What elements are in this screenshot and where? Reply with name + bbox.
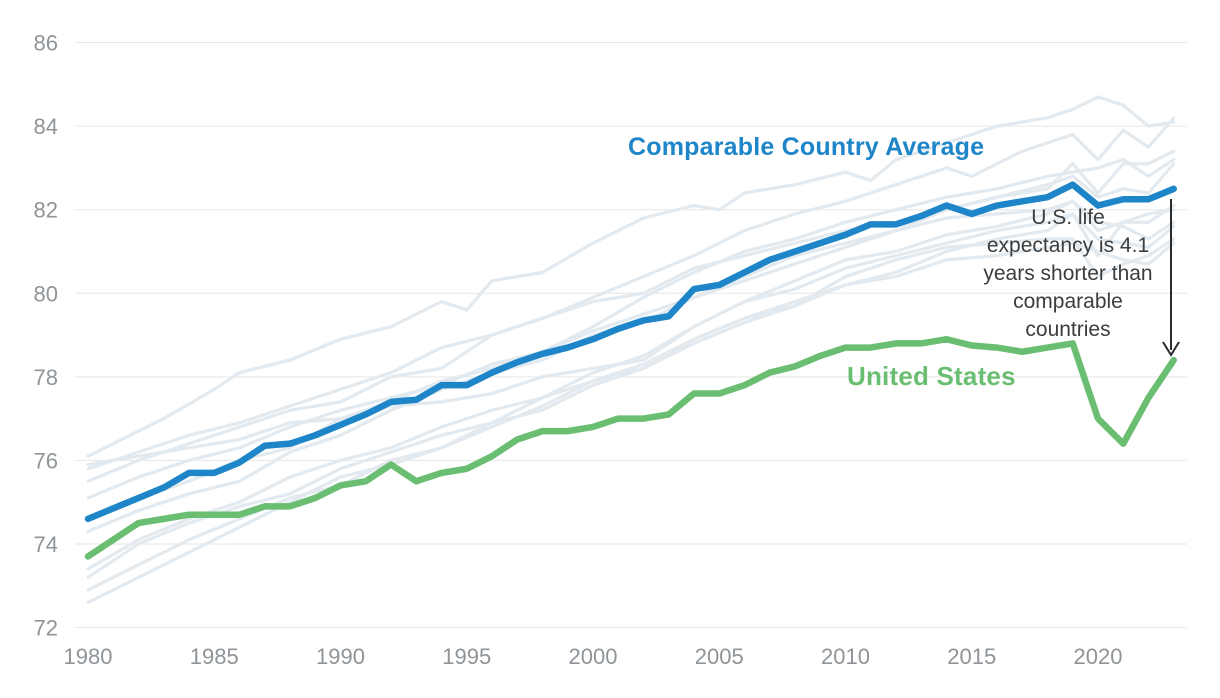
- background-country-line: [86, 95, 1176, 458]
- background-country-line: [86, 241, 1176, 592]
- series-label-comparable-country-average: Comparable Country Average: [628, 133, 985, 161]
- y-tick-label: 82: [34, 198, 58, 223]
- background-country-line: [86, 199, 1176, 500]
- series-line-united-states: [84, 335, 1177, 560]
- y-tick-label: 78: [34, 365, 58, 390]
- y-tick-label: 84: [34, 114, 58, 139]
- annotation-line: expectancy is 4.1: [986, 234, 1150, 257]
- annotation-line: countries: [1025, 318, 1111, 341]
- x-tick-label: 2010: [821, 644, 870, 669]
- background-country-line: [86, 149, 1176, 471]
- x-tick-label: 1995: [442, 644, 491, 669]
- annotation-line: comparable: [1013, 290, 1123, 313]
- x-tick-label: 1990: [316, 644, 365, 669]
- x-tick-label: 2005: [695, 644, 744, 669]
- y-tick-label: 74: [34, 532, 58, 557]
- x-tick-label: 1980: [64, 644, 113, 669]
- annotation-text: U.S. life expectancy is 4.1 years shorter …: [958, 204, 1178, 344]
- background-country-line: [86, 157, 1176, 521]
- x-tick-label: 2020: [1074, 644, 1123, 669]
- background-country-line: [86, 116, 1176, 483]
- series-line-comparable-country-average: [84, 181, 1177, 523]
- background-country-line: [86, 212, 1176, 605]
- y-tick-label: 80: [34, 281, 58, 306]
- y-tick-label: 72: [34, 616, 58, 641]
- x-tick-label: 1985: [190, 644, 239, 669]
- down-arrow-head-icon: [1162, 341, 1180, 357]
- annotation-line: U.S. life: [1031, 206, 1105, 229]
- y-tick-label: 86: [34, 31, 58, 56]
- background-country-line: [86, 237, 1176, 579]
- annotation-line: years shorter than: [983, 262, 1153, 285]
- y-tick-label: 76: [34, 448, 58, 473]
- series-label-united-states: United States: [847, 361, 1016, 391]
- x-tick-label: 2000: [569, 644, 618, 669]
- x-tick-label: 2015: [947, 644, 996, 669]
